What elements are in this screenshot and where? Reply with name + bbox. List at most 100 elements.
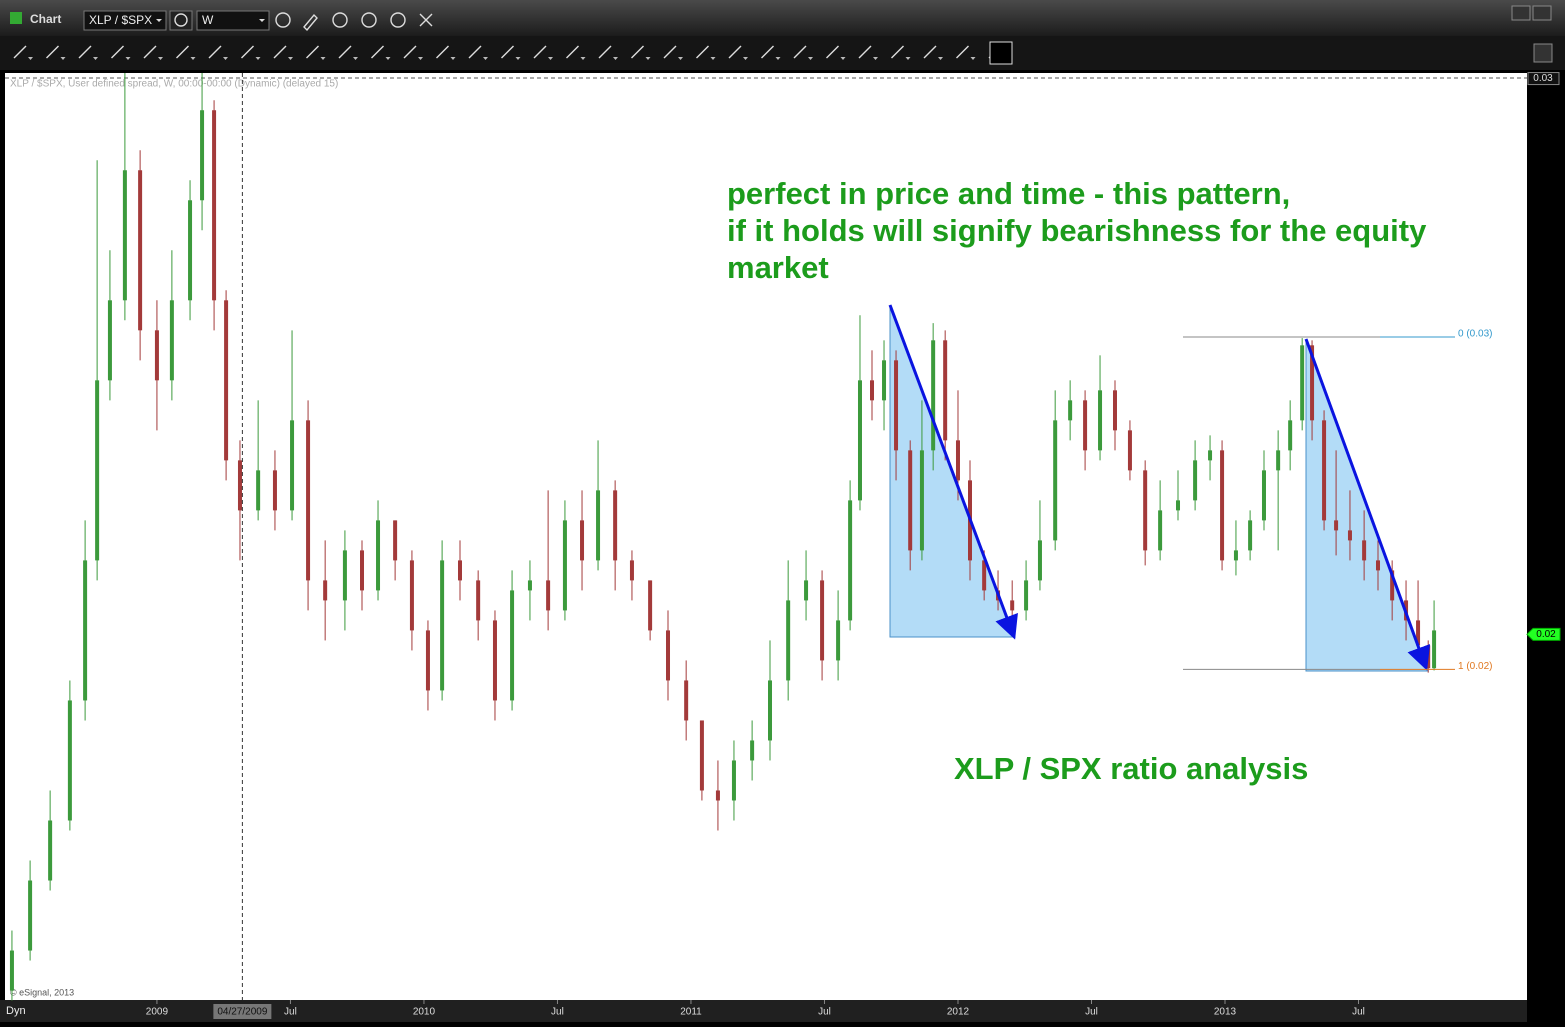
play-button[interactable] bbox=[361, 12, 377, 28]
tool-dropdown[interactable] bbox=[288, 57, 293, 60]
tool-button[interactable] bbox=[338, 45, 352, 59]
tool-button[interactable] bbox=[793, 45, 807, 59]
tool-dropdown[interactable] bbox=[938, 57, 943, 60]
toolbar bbox=[0, 36, 1565, 70]
tool-dropdown[interactable] bbox=[743, 57, 748, 60]
annotation: if it holds will signify bearishness for… bbox=[727, 213, 1427, 248]
tool-dropdown[interactable] bbox=[515, 57, 521, 60]
tool-button[interactable] bbox=[728, 45, 742, 59]
tool-button[interactable] bbox=[956, 45, 969, 59]
tool-dropdown[interactable] bbox=[60, 57, 66, 60]
candle-body bbox=[1362, 540, 1367, 561]
tool-dropdown[interactable] bbox=[483, 57, 488, 60]
candle-body bbox=[138, 170, 143, 331]
alert-button[interactable] bbox=[390, 12, 406, 28]
candle-body bbox=[1127, 430, 1132, 471]
settings-button[interactable] bbox=[169, 10, 193, 31]
tool-dropdown[interactable] bbox=[873, 57, 878, 60]
tool-button[interactable] bbox=[176, 45, 189, 59]
tool-button[interactable] bbox=[858, 45, 872, 59]
tool-button[interactable] bbox=[78, 45, 92, 59]
restore-button[interactable] bbox=[1511, 5, 1531, 21]
tool-dropdown[interactable] bbox=[223, 57, 228, 60]
tool-button[interactable] bbox=[891, 45, 904, 59]
candle-body bbox=[820, 580, 825, 661]
tool-button[interactable] bbox=[501, 45, 514, 59]
tool-dropdown[interactable] bbox=[905, 57, 911, 60]
tool-button[interactable] bbox=[403, 45, 417, 59]
tool-dropdown[interactable] bbox=[385, 57, 391, 60]
link-button[interactable] bbox=[419, 13, 433, 27]
tool-dropdown[interactable] bbox=[320, 57, 326, 60]
candle-body bbox=[1432, 630, 1437, 669]
tool-button[interactable] bbox=[663, 45, 677, 59]
tool-button[interactable] bbox=[143, 45, 157, 59]
candle-body bbox=[786, 600, 791, 681]
tool-dropdown[interactable] bbox=[840, 57, 846, 60]
tool-dropdown[interactable] bbox=[353, 57, 358, 60]
tool-button[interactable] bbox=[306, 45, 319, 59]
candle-body bbox=[107, 300, 112, 381]
candle-body bbox=[1300, 345, 1305, 421]
candle-body bbox=[122, 170, 127, 301]
candle-body bbox=[1288, 420, 1293, 451]
candle-body bbox=[28, 880, 33, 951]
tool-button[interactable] bbox=[631, 45, 644, 59]
symbol-box[interactable] bbox=[83, 10, 167, 31]
tool-button[interactable] bbox=[761, 45, 774, 59]
tool-dropdown[interactable] bbox=[28, 57, 33, 60]
tool-dropdown[interactable] bbox=[93, 57, 98, 60]
tool-button[interactable] bbox=[533, 45, 547, 59]
interval-box[interactable] bbox=[196, 10, 270, 31]
panel-button[interactable] bbox=[1533, 43, 1553, 63]
tool-dropdown[interactable] bbox=[158, 57, 163, 60]
symbol-dropdown[interactable] bbox=[156, 19, 162, 22]
tool-dropdown[interactable] bbox=[645, 57, 651, 60]
settings-icon bbox=[174, 13, 188, 27]
draw-button[interactable] bbox=[303, 13, 318, 32]
magnet-button[interactable] bbox=[989, 41, 1013, 65]
tool-button[interactable] bbox=[111, 45, 124, 59]
candle-body bbox=[1010, 600, 1015, 611]
candle-body bbox=[393, 520, 398, 561]
tool-dropdown[interactable] bbox=[450, 57, 456, 60]
tool-dropdown[interactable] bbox=[775, 57, 781, 60]
tool-dropdown[interactable] bbox=[548, 57, 553, 60]
tool-button[interactable] bbox=[468, 45, 482, 59]
candle-body bbox=[527, 580, 532, 591]
clock-button[interactable] bbox=[275, 12, 291, 28]
tool-button[interactable] bbox=[923, 45, 937, 59]
interval-dropdown[interactable] bbox=[259, 19, 265, 22]
tool-dropdown[interactable] bbox=[190, 57, 196, 60]
candle-body bbox=[1261, 470, 1266, 521]
refresh-button[interactable] bbox=[332, 12, 348, 28]
tool-dropdown[interactable] bbox=[970, 57, 976, 60]
tool-dropdown[interactable] bbox=[580, 57, 586, 60]
tool-dropdown[interactable] bbox=[678, 57, 683, 60]
candle-body bbox=[731, 760, 736, 801]
tool-dropdown[interactable] bbox=[613, 57, 618, 60]
tool-button[interactable] bbox=[13, 45, 27, 59]
close-button[interactable] bbox=[1532, 5, 1552, 21]
tool-button[interactable] bbox=[436, 45, 449, 59]
tool-dropdown[interactable] bbox=[125, 57, 131, 60]
tool-button[interactable] bbox=[46, 45, 59, 59]
symbol[interactable]: XLP / $SPX bbox=[89, 13, 152, 27]
tool-button[interactable] bbox=[371, 45, 384, 59]
time-axis bbox=[0, 1000, 1527, 1022]
tool-button[interactable] bbox=[241, 45, 254, 59]
tool-button[interactable] bbox=[273, 45, 287, 59]
tool-button[interactable] bbox=[826, 45, 839, 59]
tool-button[interactable] bbox=[208, 45, 222, 59]
copyright: © eSignal, 2013 bbox=[10, 987, 74, 997]
tool-dropdown[interactable] bbox=[808, 57, 813, 60]
tool-dropdown[interactable] bbox=[255, 57, 261, 60]
tool-dropdown[interactable] bbox=[710, 57, 716, 60]
tool-button[interactable] bbox=[566, 45, 579, 59]
tool-dropdown[interactable] bbox=[418, 57, 423, 60]
tool-button[interactable] bbox=[598, 45, 612, 59]
trend-arrow bbox=[888, 304, 1018, 640]
cursor-date: 04/27/2009 bbox=[217, 1007, 267, 1018]
interval[interactable]: W bbox=[202, 13, 214, 27]
tool-button[interactable] bbox=[696, 45, 709, 59]
